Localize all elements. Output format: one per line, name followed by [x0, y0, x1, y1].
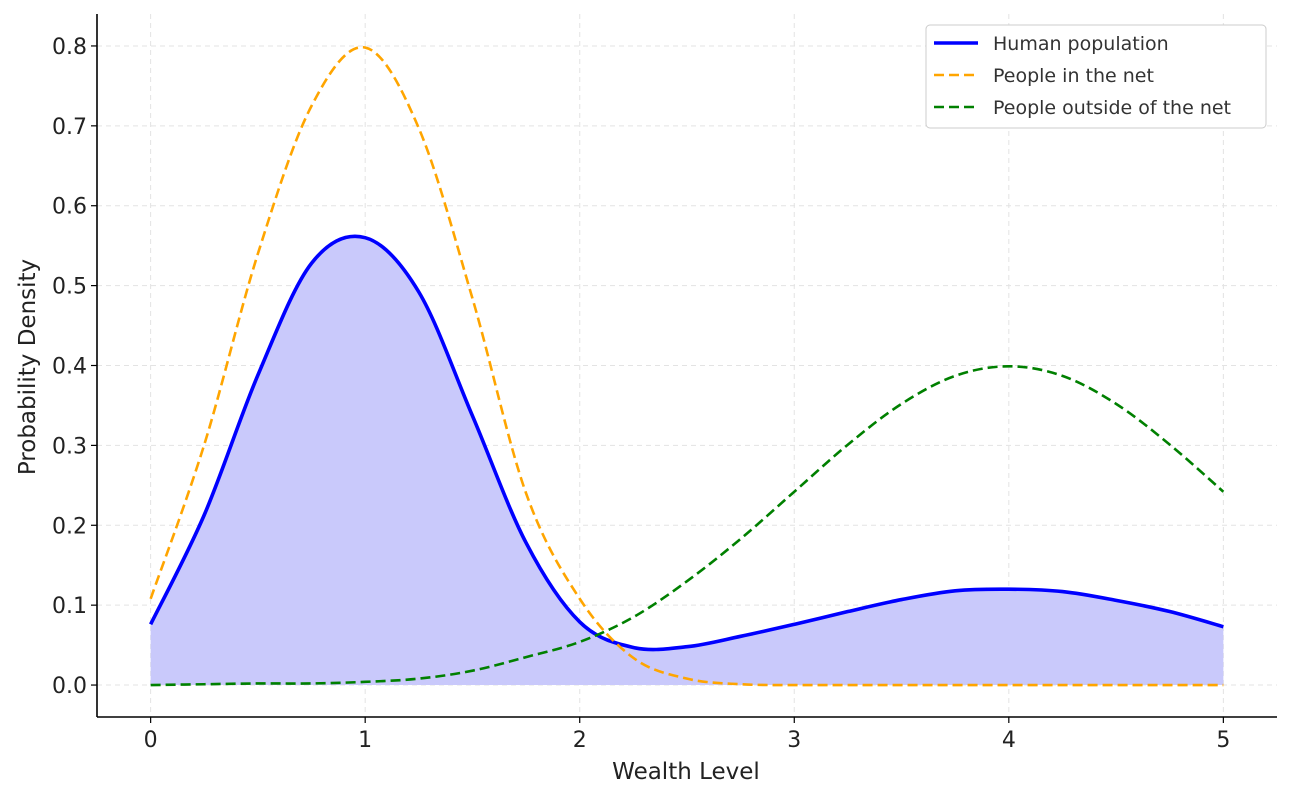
series-line-people-outside-of-the-net: [150, 365, 1225, 687]
y-tick-label-2: 0.2: [52, 514, 87, 539]
series-line-human-population: [149, 234, 1224, 652]
series-line-people-in-the-net: [149, 46, 1224, 687]
y-tick-label-3: 0.3: [52, 434, 87, 459]
x-tick-label-1: 1: [358, 728, 372, 753]
x-tick-label-2: 2: [573, 728, 587, 753]
fill-layer: [150, 236, 1224, 686]
y-tick-label-5: 0.5: [52, 275, 87, 300]
legend-label-people-in-the-net: People in the net: [993, 65, 1154, 87]
x-tick-label-0: 0: [144, 728, 158, 753]
y-tick-label-1: 0.1: [52, 594, 87, 619]
series-lines: [149, 46, 1225, 687]
y-tick-label-7: 0.7: [52, 115, 87, 140]
x-tick-label-4: 4: [1002, 728, 1016, 753]
x-tick-label-3: 3: [787, 728, 801, 753]
y-tick-label-8: 0.8: [52, 35, 87, 60]
x-axis-title: Wealth Level: [612, 759, 760, 785]
legend-label-people-outside-of-the-net: People outside of the net: [993, 97, 1231, 119]
legend: Human population People in the net People …: [925, 24, 1267, 129]
y-axis-title: Probability Density: [15, 259, 41, 475]
tick-labels: 0 1 2 3 4 5 0.0 0.1 0.2 0.3 0.4 0.5 0.6 0.7 0.8: [52, 35, 1230, 753]
legend-box: [925, 24, 1267, 129]
x-tick-label-5: 5: [1216, 728, 1230, 753]
area-human-population: [150, 236, 1224, 686]
y-tick-label-0: 0.0: [52, 674, 87, 699]
legend-label-human-population: Human population: [993, 33, 1169, 55]
y-tick-label-6: 0.6: [52, 195, 87, 220]
y-tick-label-4: 0.4: [52, 355, 87, 380]
